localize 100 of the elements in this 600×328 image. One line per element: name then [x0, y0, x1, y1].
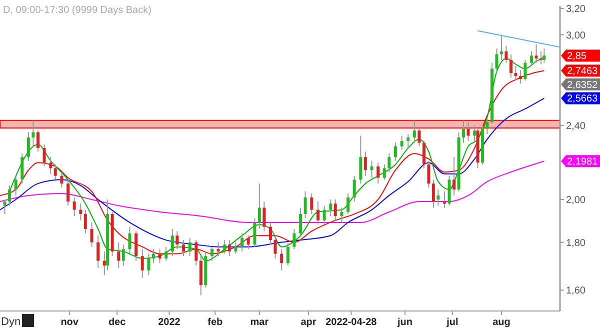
x-tick-label: 2022 — [158, 317, 181, 328]
y-tick-label: 3,20 — [566, 4, 586, 16]
candlestick — [486, 118, 489, 134]
annotation: 2,7463 — [567, 66, 598, 78]
candlestick — [147, 253, 150, 276]
candlestick — [188, 237, 192, 257]
candlestick — [518, 70, 522, 84]
candlestick — [90, 222, 94, 248]
x-tick-label: 2022-04-28 — [326, 317, 378, 328]
candlestick — [42, 144, 46, 167]
candlestick — [352, 175, 356, 202]
candlestick — [216, 242, 220, 257]
candlestick — [280, 248, 284, 271]
candlestick — [152, 248, 155, 264]
candlestick — [448, 175, 451, 206]
candlestick — [382, 164, 386, 180]
candlestick — [158, 248, 162, 264]
candlestick — [436, 188, 440, 206]
x-tick-label: jul — [446, 317, 458, 328]
candlestick — [370, 160, 374, 178]
candlestick — [376, 162, 380, 184]
candlestick — [36, 130, 40, 152]
chart-title: D, 09:00-17:30 (9999 Days Back) — [3, 5, 152, 16]
candlestick — [122, 244, 125, 266]
candlestick — [473, 124, 476, 144]
candlestick — [234, 242, 238, 254]
x-tick-label: jun — [396, 317, 412, 328]
candlestick — [134, 230, 138, 262]
candlestick — [84, 209, 87, 234]
candlestick — [8, 185, 11, 206]
candlestick — [422, 140, 426, 169]
candlestick — [228, 240, 231, 257]
candlestick — [514, 65, 518, 82]
candlestick — [304, 190, 307, 219]
candlestick — [269, 222, 272, 246]
x-tick-label: nov — [60, 317, 79, 328]
candlestick — [346, 192, 350, 214]
annotation: 2,5663 — [567, 94, 598, 105]
candlestick — [443, 190, 446, 208]
candlestick — [418, 128, 421, 147]
candlestick — [210, 246, 214, 262]
candlestick — [406, 133, 410, 149]
candlestick — [3, 198, 6, 214]
candlestick — [49, 156, 52, 174]
candlestick — [20, 152, 24, 184]
candlestick — [262, 201, 266, 232]
candlestick — [329, 198, 332, 217]
candlestick — [66, 179, 70, 206]
candlestick — [14, 175, 18, 196]
candlestick — [495, 48, 498, 74]
candlestick — [388, 152, 391, 173]
candlestick — [466, 122, 470, 142]
candlestick — [240, 232, 244, 252]
candlestick — [128, 226, 132, 254]
text: Dyn — [1, 316, 21, 328]
candlestick — [102, 250, 106, 276]
candlestick — [540, 50, 543, 65]
candlestick — [504, 45, 508, 64]
candlestick — [299, 207, 302, 236]
candlestick — [164, 246, 168, 262]
y-tick-label: 2,40 — [566, 120, 586, 132]
candlestick — [54, 164, 57, 180]
candlestick — [246, 235, 250, 250]
candlestick — [274, 235, 277, 259]
candlestick — [117, 242, 120, 268]
candlestick — [170, 228, 174, 257]
candlestick — [542, 48, 546, 64]
y-tick-label: 1,60 — [566, 286, 586, 297]
candlestick — [394, 142, 397, 162]
candlestick — [340, 207, 344, 223]
candlestick — [452, 156, 456, 196]
x-tick-label: apr — [300, 317, 316, 328]
candlestick — [534, 44, 538, 64]
candlestick — [79, 203, 82, 221]
x-tick-label: dec — [108, 317, 126, 328]
candlestick — [427, 160, 430, 188]
candlestick — [223, 240, 226, 254]
candlestick — [432, 179, 435, 208]
x-tick-label: feb — [208, 317, 223, 328]
candlestick — [253, 218, 256, 248]
candlestick — [194, 240, 198, 266]
candlestick — [400, 135, 404, 150]
x-tick-label: mar — [250, 317, 269, 328]
candlestick — [60, 172, 64, 188]
candlestick — [334, 198, 337, 221]
candlestick — [316, 201, 320, 226]
candlestick — [524, 59, 527, 82]
line-series — [0, 160, 545, 223]
candlestick — [286, 242, 290, 266]
candlestick — [26, 132, 30, 162]
y-tick-label: 2,00 — [566, 194, 586, 206]
text: 2,6352 — [567, 80, 598, 91]
candlestick — [72, 196, 76, 217]
y-tick-label: 1,80 — [566, 238, 586, 249]
y-tick-label: 3,00 — [566, 30, 586, 42]
candlestick — [530, 50, 534, 66]
candlestick — [258, 183, 261, 230]
candlestick — [310, 192, 314, 214]
candlestick — [182, 240, 186, 257]
candlestick — [509, 54, 512, 78]
